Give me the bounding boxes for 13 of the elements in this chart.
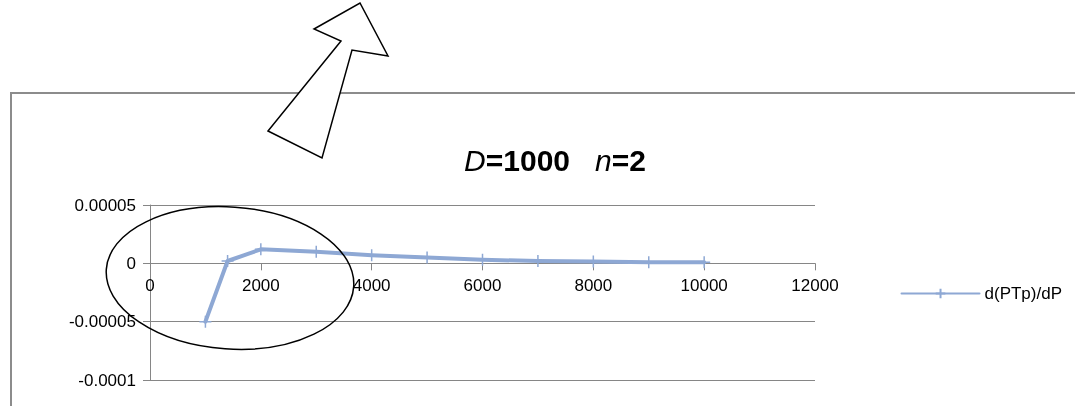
x-tick-label: 0	[145, 276, 155, 296]
chart-title: D=1000 n=2	[464, 143, 646, 177]
y-tick-label: 0	[126, 253, 136, 273]
legend-label: d(PTp)/dP	[984, 284, 1063, 303]
y-tick-label: -0.0001	[78, 370, 136, 390]
x-tick-label: 2000	[241, 276, 280, 296]
y-tick-label: -0.00005	[68, 312, 136, 332]
y-tick-label: 0.00005	[74, 195, 136, 215]
x-tick-label: 10000	[680, 276, 728, 296]
x-tick-label: 4000	[352, 276, 391, 296]
x-tick-label: 8000	[574, 276, 613, 296]
x-tick-label: 12000	[791, 276, 839, 296]
x-tick-label: 6000	[463, 276, 502, 296]
